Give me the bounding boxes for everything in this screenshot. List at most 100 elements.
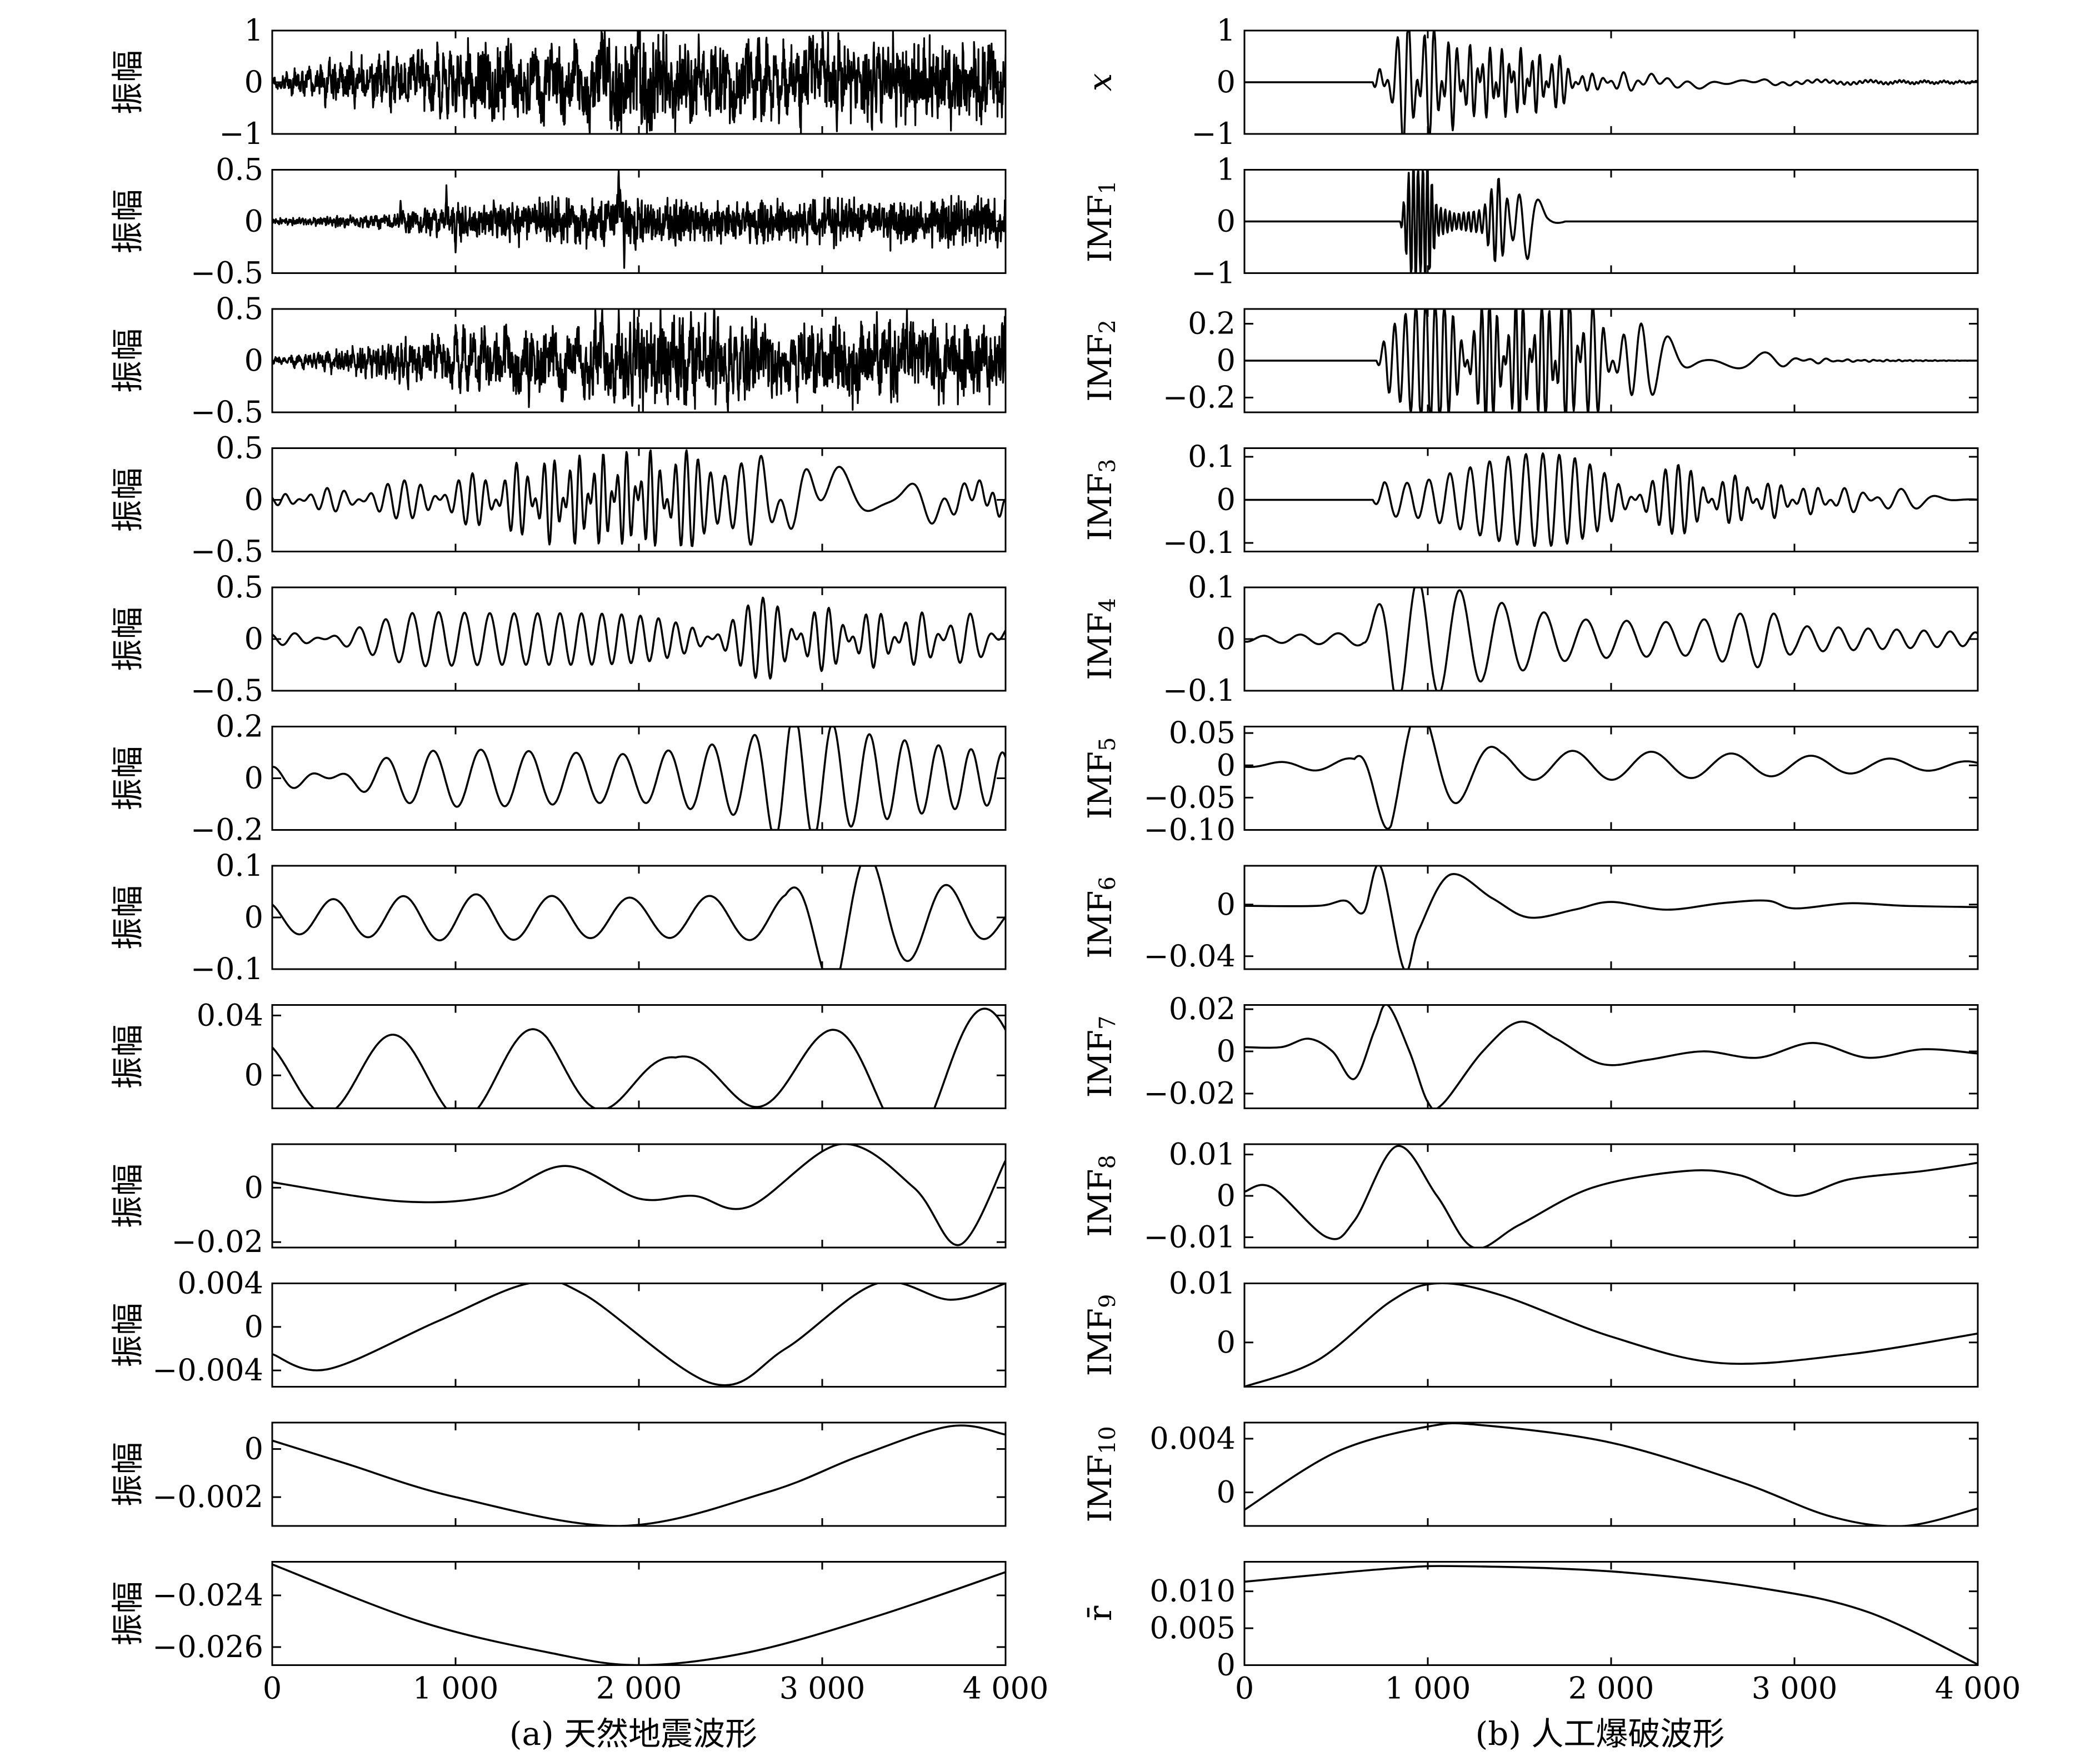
subplot-a-5: 0.5 0 −0.5 振幅 [109, 570, 1007, 708]
y-tick-label: 0 [244, 1057, 263, 1092]
y-tick-label: 0 [244, 900, 263, 935]
x-tick-label: 2 000 [1568, 1671, 1654, 1706]
y-tick-label: 0 [1217, 1648, 1236, 1683]
waveform-line-b-12 [1244, 1565, 1978, 1665]
y-axis-label: 振幅 [109, 885, 147, 950]
y-tick-label: 0 [1217, 1178, 1236, 1213]
y-tick-label: 0.5 [216, 152, 263, 187]
y-tick-label: −0.026 [152, 1629, 263, 1664]
x-tick-label: 3 000 [1752, 1671, 1838, 1706]
y-axis-label: IMF1 [1081, 181, 1121, 263]
subplot-b-11: 0.004 0 IMF10 [1081, 1421, 1979, 1527]
y-axis-label: IMF6 [1081, 876, 1121, 959]
waveform-line-a-2 [272, 169, 1006, 269]
y-axis-label: IMF3 [1081, 459, 1121, 541]
y-tick-label: 0 [244, 1431, 263, 1466]
y-tick-label: 0.1 [1188, 439, 1236, 474]
subplot-frame [1243, 586, 1979, 692]
subplot-frame [271, 1561, 1007, 1666]
subplot-frame [1243, 726, 1979, 831]
y-tick-label: 0.5 [216, 431, 263, 466]
waveform-line-b-7 [1244, 866, 1978, 969]
panel-a-natural-earthquake: 10−1振幅0.50−0.5振幅0.50−0.5振幅0.50−0.5振幅0.50… [109, 13, 1048, 1706]
y-tick-label: 0.1 [216, 848, 263, 883]
waveform-line-a-5 [272, 596, 1006, 680]
y-tick-label: −1 [219, 116, 263, 151]
subplot-frame [1243, 1421, 1979, 1527]
y-tick-label: 0 [1217, 343, 1236, 378]
y-tick-label: 0 [244, 621, 263, 656]
y-axis-label: r̄ [1081, 1605, 1119, 1621]
y-tick-label: −0.2 [1163, 380, 1236, 415]
y-tick-label: −0.1 [191, 951, 263, 986]
y-tick-label: 0 [1217, 621, 1236, 656]
y-tick-label: −0.01 [1144, 1219, 1236, 1254]
y-axis-label: 振幅 [109, 746, 147, 810]
waveform-line-b-4 [1244, 452, 1978, 547]
y-tick-label: 0 [244, 1170, 263, 1205]
y-tick-label: −1 [1191, 256, 1236, 291]
waveform-line-b-5 [1244, 587, 1978, 691]
y-tick-label: −0.04 [1144, 939, 1236, 974]
y-tick-label: 0.01 [1169, 1266, 1236, 1301]
subplot-a-2: 0.5 0 −0.5 振幅 [109, 152, 1007, 291]
y-axis-label: 振幅 [109, 607, 147, 671]
y-axis-label: IMF2 [1081, 320, 1121, 402]
waveform-line-a-6 [272, 726, 1006, 830]
waveform-line-a-3 [272, 309, 1006, 412]
subplot-a-7: 0.1 0 −0.1 振幅 [109, 848, 1007, 986]
subplot-b-2: 1 0 −1 IMF1 [1081, 152, 1979, 291]
waveform-line-a-8 [272, 1007, 1006, 1109]
waveform-line-b-9 [1244, 1145, 1978, 1248]
y-tick-label: 0 [1217, 887, 1236, 922]
y-tick-label: 0 [244, 204, 263, 239]
y-tick-label: −1 [1191, 116, 1236, 151]
y-tick-label: 0 [1217, 1325, 1236, 1360]
y-tick-label: −0.5 [191, 395, 263, 430]
waveform-line-b-11 [1244, 1423, 1978, 1526]
y-tick-label: 0 [244, 1309, 263, 1344]
y-tick-label: 0 [1217, 747, 1236, 782]
y-axis-label: x [1081, 73, 1119, 92]
subplot-frame [1243, 1143, 1979, 1249]
subplot-frame [271, 1143, 1007, 1249]
y-tick-label: 0.05 [1169, 715, 1236, 750]
x-tick-label: 2 000 [596, 1671, 682, 1706]
y-tick-label: 0.5 [216, 291, 263, 326]
caption-b: (b) 人工爆破波形 [1476, 1715, 1725, 1753]
y-axis-label: 振幅 [109, 50, 147, 114]
waveform-line-b-10 [1244, 1283, 1978, 1387]
y-tick-label: −0.024 [152, 1578, 263, 1613]
subplot-frame [1243, 1004, 1979, 1109]
y-tick-label: 0 [244, 761, 263, 796]
subplot-frame [271, 1421, 1007, 1527]
subplot-b-5: 0.1 0 −0.1 IMF4 [1081, 570, 1979, 708]
waveform-line-b-1 [1244, 31, 1978, 134]
waveform-line-b-2 [1244, 169, 1978, 273]
subplot-b-9: 0.01 0 −0.01 IMF8 [1081, 1137, 1979, 1254]
y-tick-label: −0.02 [172, 1224, 263, 1259]
y-axis-label: 振幅 [109, 1442, 147, 1506]
waveform-line-a-10 [272, 1283, 1006, 1386]
y-tick-label: 0.1 [1188, 570, 1236, 605]
y-tick-label: −0.5 [191, 534, 263, 569]
subplot-frame [271, 1004, 1007, 1109]
y-tick-label: 0.5 [216, 570, 263, 605]
y-tick-label: 0 [1217, 1475, 1236, 1510]
y-tick-label: 1 [1217, 152, 1236, 187]
waveform-line-a-9 [272, 1144, 1006, 1246]
subplot-a-4: 0.5 0 −0.5 振幅 [109, 431, 1007, 569]
subplot-a-9: 0 −0.02 振幅 [109, 1143, 1007, 1259]
y-tick-label: 0.004 [1149, 1421, 1236, 1456]
y-axis-label: 振幅 [109, 467, 147, 532]
y-tick-label: 0.010 [1149, 1574, 1236, 1609]
y-tick-label: −0.05 [1144, 780, 1236, 815]
subplot-b-10: 0.01 0 IMF9 [1081, 1266, 1979, 1388]
waveform-line-b-8 [1244, 1005, 1978, 1109]
x-tick-label: 0 [1235, 1671, 1254, 1706]
y-tick-label: 0 [1217, 64, 1236, 99]
subplot-b-1: 1 0 −1 x [1081, 13, 1979, 151]
